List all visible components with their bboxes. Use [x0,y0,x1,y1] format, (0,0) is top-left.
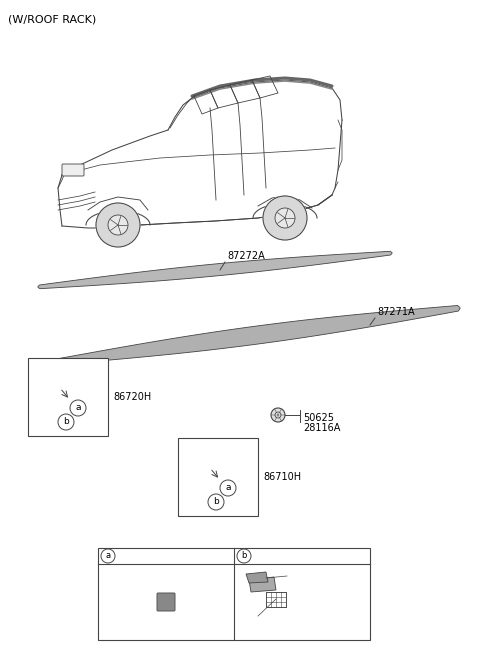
Bar [266,592,286,607]
Text: 28116A: 28116A [303,423,340,433]
Circle shape [208,494,224,510]
FancyBboxPatch shape [62,164,84,176]
Circle shape [108,215,128,235]
Text: 86735A: 86735A [119,551,156,561]
Text: b: b [241,552,247,560]
Circle shape [58,414,74,430]
Text: 50625: 50625 [303,413,334,423]
Circle shape [237,549,251,563]
Text: b: b [213,497,219,506]
Circle shape [70,400,86,416]
Text: a: a [75,403,81,413]
Polygon shape [181,449,239,497]
Text: 87218R: 87218R [289,571,327,581]
Circle shape [101,549,115,563]
Text: (W/ROOF RACK): (W/ROOF RACK) [8,14,96,24]
Circle shape [220,480,236,496]
Text: 87218L: 87218L [289,581,325,591]
Circle shape [96,203,140,247]
Text: a: a [225,483,231,493]
Circle shape [271,408,285,422]
Circle shape [275,412,281,418]
Polygon shape [55,306,460,365]
Text: 87271A: 87271A [377,307,415,317]
Circle shape [275,208,295,228]
FancyBboxPatch shape [157,593,175,611]
Text: 86710H: 86710H [263,472,301,482]
Text: 87272A: 87272A [227,251,265,261]
Text: b: b [63,417,69,426]
Polygon shape [246,572,268,583]
Bar [178,438,258,516]
Bar [98,548,370,640]
Text: a: a [106,552,110,560]
Polygon shape [38,251,392,289]
Text: 86720H: 86720H [113,392,151,402]
Text: 87215G: 87215G [259,611,298,621]
Circle shape [263,196,307,240]
Polygon shape [32,369,88,417]
Polygon shape [249,577,276,592]
Bar [28,358,108,436]
